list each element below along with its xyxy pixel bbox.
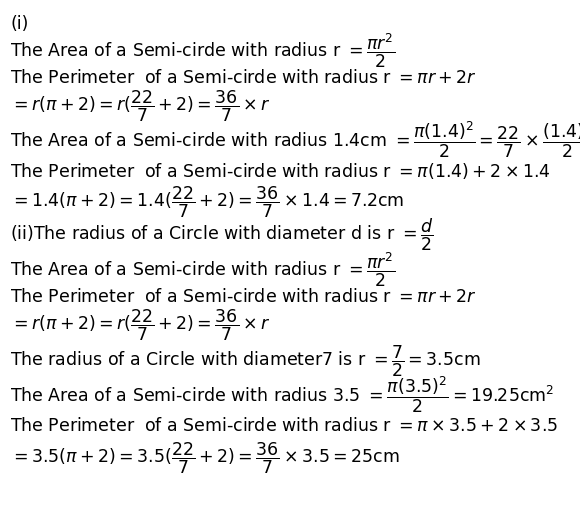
- Text: The radius of a Circle with diameter7 is r $= \dfrac{7}{2} = 3.5\mathrm{cm}$: The radius of a Circle with diameter7 is…: [10, 344, 481, 379]
- Text: The Area of a Semi-cirde with radius r $=\dfrac{\pi r^2}{2}$: The Area of a Semi-cirde with radius r $…: [10, 250, 395, 289]
- Text: The Perimeter  of a Semi-cirde with radius r $=\pi\times3.5+2\times3.5$: The Perimeter of a Semi-cirde with radiu…: [10, 417, 558, 435]
- Text: The Area of a Semi-cirde with radius r $=\dfrac{\pi r^2}{2}$: The Area of a Semi-cirde with radius r $…: [10, 31, 395, 70]
- Text: $=3.5(\pi+2)=3.5(\dfrac{22}{7}+2)=\dfrac{36}{7}\times3.5 = 25\mathrm{cm}$: $=3.5(\pi+2)=3.5(\dfrac{22}{7}+2)=\dfrac…: [10, 440, 400, 476]
- Text: $=1.4(\pi+2)=1.4(\dfrac{22}{7}+2)=\dfrac{36}{7}\times1.4=7.2\mathrm{cm}$: $=1.4(\pi+2)=1.4(\dfrac{22}{7}+2)=\dfrac…: [10, 184, 404, 220]
- Text: $=r(\pi+2)=r(\dfrac{22}{7}+2)=\dfrac{36}{7}\times r$: $=r(\pi+2)=r(\dfrac{22}{7}+2)=\dfrac{36}…: [10, 307, 270, 343]
- Text: (ii)The radius of a Circle with diameter d is r $= \dfrac{d}{2}$: (ii)The radius of a Circle with diameter…: [10, 217, 433, 253]
- Text: $=r(\pi+2)=r(\dfrac{22}{7}+2)=\dfrac{36}{7}\times r$: $=r(\pi+2)=r(\dfrac{22}{7}+2)=\dfrac{36}…: [10, 89, 270, 124]
- Text: The Perimeter  of a Semi-cirde with radius r $=\pi r+2r$: The Perimeter of a Semi-cirde with radiu…: [10, 69, 477, 87]
- Text: The Perimeter  of a Semi-cirde with radius r $=\pi r+2r$: The Perimeter of a Semi-cirde with radiu…: [10, 288, 477, 306]
- Text: The Area of a Semi-cirde with radius 1.4cm $=\dfrac{\pi(1.4)^2}{2} = \dfrac{22}{: The Area of a Semi-cirde with radius 1.4…: [10, 119, 580, 160]
- Text: (i): (i): [10, 15, 28, 33]
- Text: The Perimeter  of a Semi-cirde with radius r $=\pi(1.4)+2\times1.4$: The Perimeter of a Semi-cirde with radiu…: [10, 161, 551, 181]
- Text: The Area of a Semi-cirde with radius 3.5 $=\dfrac{\pi(3.5)^2}{2} = 19.25\mathrm{: The Area of a Semi-cirde with radius 3.5…: [10, 374, 554, 415]
